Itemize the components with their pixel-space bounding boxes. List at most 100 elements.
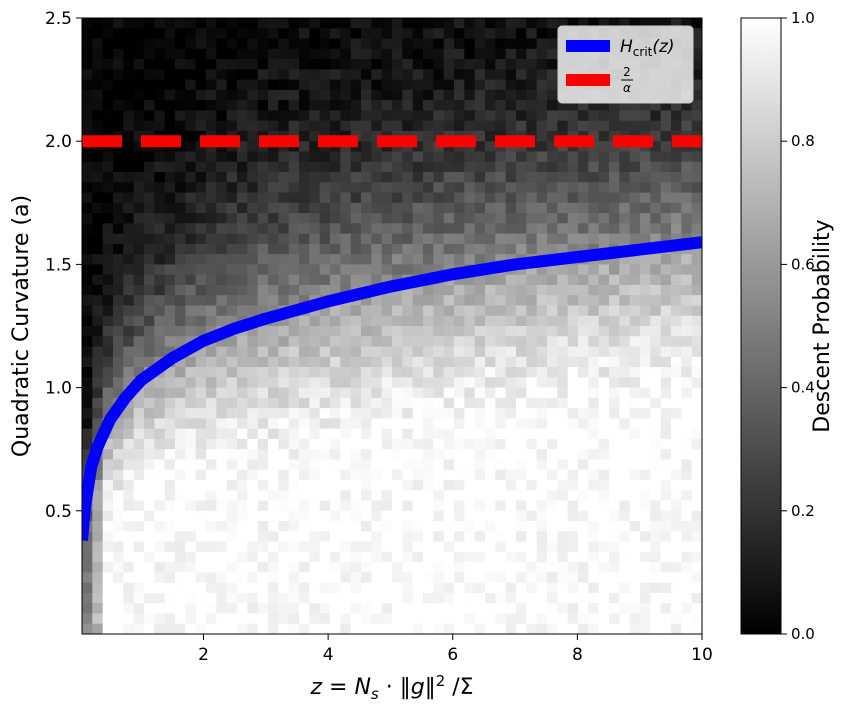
heatmap-cell xyxy=(433,79,445,91)
heatmap-cell xyxy=(102,38,114,50)
heatmap-cell xyxy=(681,510,693,522)
heatmap-cell xyxy=(237,38,248,50)
heatmap-cell xyxy=(102,551,114,563)
heatmap-cell xyxy=(113,531,124,543)
heatmap-cell xyxy=(423,408,434,419)
heatmap-cell xyxy=(278,38,290,50)
heatmap-cell xyxy=(567,161,579,173)
heatmap-cell xyxy=(526,428,538,440)
heatmap-cell xyxy=(495,315,507,327)
heatmap-cell xyxy=(164,418,176,430)
heatmap-cell xyxy=(474,243,486,255)
heatmap-cell xyxy=(175,182,186,194)
heatmap-cell xyxy=(423,521,434,532)
heatmap-cell xyxy=(319,428,331,440)
heatmap-cell xyxy=(123,500,135,512)
heatmap-cell xyxy=(309,120,321,132)
heatmap-cell xyxy=(257,551,269,563)
heatmap-cell xyxy=(113,623,124,634)
colorbar xyxy=(740,17,782,635)
heatmap-cell xyxy=(619,120,631,132)
heatmap-cell xyxy=(691,572,702,584)
heatmap-cell xyxy=(681,418,693,430)
heatmap-cell xyxy=(226,120,238,132)
heatmap-cell xyxy=(237,469,248,481)
heatmap-cell xyxy=(164,59,176,70)
heatmap-cell xyxy=(609,551,620,563)
heatmap-cell xyxy=(578,469,589,481)
heatmap-cell xyxy=(82,120,93,132)
heatmap-cell xyxy=(206,428,217,440)
heatmap-cell xyxy=(268,418,279,430)
heatmap-cell xyxy=(154,500,166,512)
heatmap-cell xyxy=(619,490,631,502)
heatmap-cell xyxy=(619,356,631,368)
heatmap-cell xyxy=(567,120,579,132)
heatmap-cell xyxy=(423,202,434,214)
heatmap-cell xyxy=(92,592,104,604)
heatmap-cell xyxy=(474,315,486,327)
heatmap-cell xyxy=(319,490,331,502)
heatmap-cell xyxy=(257,48,269,60)
heatmap-cell xyxy=(371,418,383,430)
heatmap-cell xyxy=(485,192,496,204)
heatmap-cell xyxy=(691,480,702,491)
heatmap-cell xyxy=(185,305,197,317)
heatmap-cell xyxy=(474,613,486,625)
heatmap-cell xyxy=(423,356,434,368)
heatmap-cell xyxy=(454,233,465,245)
heatmap-cell xyxy=(288,202,300,214)
heatmap-cell xyxy=(268,89,279,101)
heatmap-cell xyxy=(206,182,217,194)
heatmap-cell xyxy=(454,572,465,584)
heatmap-cell xyxy=(185,38,197,50)
legend-label-hcrit: Hcrit(z) xyxy=(620,37,675,59)
heatmap-cell xyxy=(164,500,176,512)
heatmap-cell xyxy=(671,551,682,563)
heatmap-cell xyxy=(350,254,362,265)
heatmap-cell xyxy=(195,202,207,214)
heatmap-cell xyxy=(350,459,362,471)
heatmap-cell xyxy=(247,449,259,461)
heatmap-cell xyxy=(257,603,269,615)
heatmap-cell xyxy=(588,172,600,183)
heatmap-cell xyxy=(371,346,383,358)
heatmap-cell xyxy=(505,500,517,512)
heatmap-cell xyxy=(226,572,238,584)
heatmap-cell xyxy=(536,100,548,111)
heatmap-cell xyxy=(350,582,362,594)
heatmap-cell xyxy=(154,202,166,214)
heatmap-cell xyxy=(464,531,476,543)
heatmap-cell xyxy=(268,336,279,348)
heatmap-cell xyxy=(361,592,372,604)
heatmap-cell xyxy=(330,490,341,502)
heatmap-cell xyxy=(247,480,259,491)
heatmap-cell xyxy=(557,243,569,255)
heatmap-cell xyxy=(588,572,600,584)
heatmap-cell xyxy=(361,69,372,81)
heatmap-cell xyxy=(206,356,217,368)
heatmap-cell xyxy=(247,418,259,430)
heatmap-cell xyxy=(660,161,672,173)
heatmap-cell xyxy=(526,274,538,286)
heatmap-cell xyxy=(361,254,372,265)
heatmap-cell xyxy=(433,48,445,60)
heatmap-cell xyxy=(299,397,310,409)
heatmap-cell xyxy=(185,284,197,296)
heatmap-cell xyxy=(485,315,496,327)
heatmap-cell xyxy=(144,233,155,245)
heatmap-cell xyxy=(681,151,693,163)
heatmap-cell xyxy=(164,28,176,40)
heatmap-cell xyxy=(567,367,579,378)
heatmap-cell xyxy=(516,480,527,491)
heatmap-cell xyxy=(154,69,166,81)
heatmap-cell xyxy=(433,531,445,543)
heatmap-cell xyxy=(288,326,300,337)
heatmap-cell xyxy=(340,603,352,615)
heatmap-cell xyxy=(226,243,238,255)
heatmap-cell xyxy=(113,233,124,245)
heatmap-cell xyxy=(547,284,558,296)
heatmap-cell xyxy=(340,397,352,409)
heatmap-cell xyxy=(206,397,217,409)
heatmap-cell xyxy=(433,172,445,183)
